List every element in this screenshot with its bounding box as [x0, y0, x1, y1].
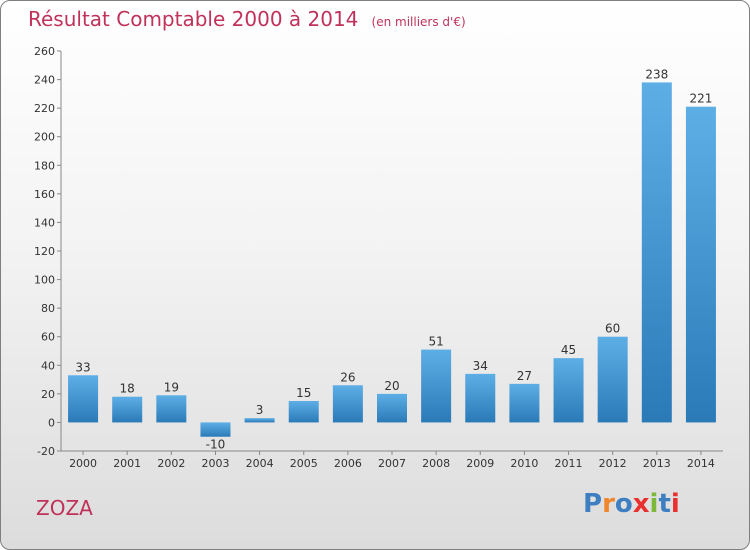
- bar-2013: [641, 82, 672, 423]
- value-label-2005: 15: [296, 386, 311, 400]
- bar-2003: [200, 422, 231, 437]
- x-tick-label-2008: 2008: [422, 457, 450, 470]
- bar-2004: [244, 418, 275, 423]
- value-label-2003: -10: [206, 438, 226, 452]
- value-label-2014: 221: [689, 92, 712, 106]
- commune-name: ZOZA: [36, 496, 93, 520]
- x-tick-label-2009: 2009: [466, 457, 494, 470]
- bar-2009: [465, 373, 496, 423]
- bar-2001: [112, 396, 143, 423]
- logo-letter: i: [649, 489, 659, 519]
- y-tick-label: 20: [41, 388, 55, 401]
- bar-2006: [332, 385, 363, 423]
- x-tick-label-2006: 2006: [334, 457, 362, 470]
- bar-2014: [685, 106, 716, 423]
- y-tick-label: 240: [34, 74, 55, 87]
- y-tick-label: 120: [34, 245, 55, 258]
- x-tick-label-2007: 2007: [378, 457, 406, 470]
- bar-2008: [421, 349, 452, 423]
- proxiti-logo[interactable]: Proxiti: [583, 489, 680, 519]
- y-tick-label: 0: [48, 416, 55, 429]
- logo-letter: P: [583, 489, 603, 519]
- x-tick-label-2014: 2014: [687, 457, 715, 470]
- x-tick-label-2004: 2004: [246, 457, 274, 470]
- bar-2010: [509, 383, 540, 423]
- value-label-2006: 26: [340, 370, 355, 384]
- value-label-2013: 238: [645, 67, 668, 81]
- value-label-2011: 45: [561, 343, 576, 357]
- x-tick-label-2012: 2012: [599, 457, 627, 470]
- y-tick-label: 180: [34, 159, 55, 172]
- logo-letter: x: [632, 489, 650, 519]
- x-tick-label-2011: 2011: [555, 457, 583, 470]
- value-label-2001: 18: [120, 382, 135, 396]
- value-label-2009: 34: [473, 359, 488, 373]
- y-tick-label: 40: [41, 359, 55, 372]
- value-label-2004: 3: [256, 403, 264, 417]
- bar-2005: [288, 401, 319, 423]
- value-label-2012: 60: [605, 322, 620, 336]
- y-tick-label: 100: [34, 274, 55, 287]
- bar-2007: [377, 393, 407, 423]
- x-tick-label-2003: 2003: [201, 457, 229, 470]
- x-tick-label-2000: 2000: [69, 457, 97, 470]
- value-label-2007: 20: [384, 379, 399, 393]
- logo-letter: t: [658, 489, 671, 519]
- y-tick-label: 60: [41, 331, 55, 344]
- y-tick-label: 140: [34, 216, 55, 229]
- chart-title: Résultat Comptable 2000 à 2014: [28, 7, 359, 31]
- bar-2011: [553, 358, 584, 423]
- y-tick-label: 260: [34, 45, 55, 58]
- value-label-2010: 27: [517, 369, 532, 383]
- logo-letter: r: [602, 489, 615, 519]
- chart-subtitle: (en milliers d'€): [371, 15, 466, 29]
- logo-letter: o: [614, 489, 633, 519]
- title-row: Résultat Comptable 2000 à 2014 (en milli…: [28, 7, 466, 31]
- logo-letter: i: [670, 489, 680, 519]
- y-tick-label: 200: [34, 131, 55, 144]
- y-tick-label: 160: [34, 188, 55, 201]
- value-label-2002: 19: [164, 380, 179, 394]
- bar-2000: [68, 375, 99, 423]
- bar-2012: [597, 336, 628, 423]
- bar-2002: [156, 395, 187, 423]
- x-tick-label-2013: 2013: [643, 457, 671, 470]
- x-tick-label-2002: 2002: [157, 457, 185, 470]
- x-tick-label-2010: 2010: [510, 457, 538, 470]
- value-label-2000: 33: [75, 360, 90, 374]
- y-tick-label: 220: [34, 102, 55, 115]
- y-tick-label: -20: [37, 445, 55, 458]
- x-tick-label-2005: 2005: [290, 457, 318, 470]
- value-label-2008: 51: [428, 335, 443, 349]
- y-tick-label: 80: [41, 302, 55, 315]
- x-tick-label-2001: 2001: [113, 457, 141, 470]
